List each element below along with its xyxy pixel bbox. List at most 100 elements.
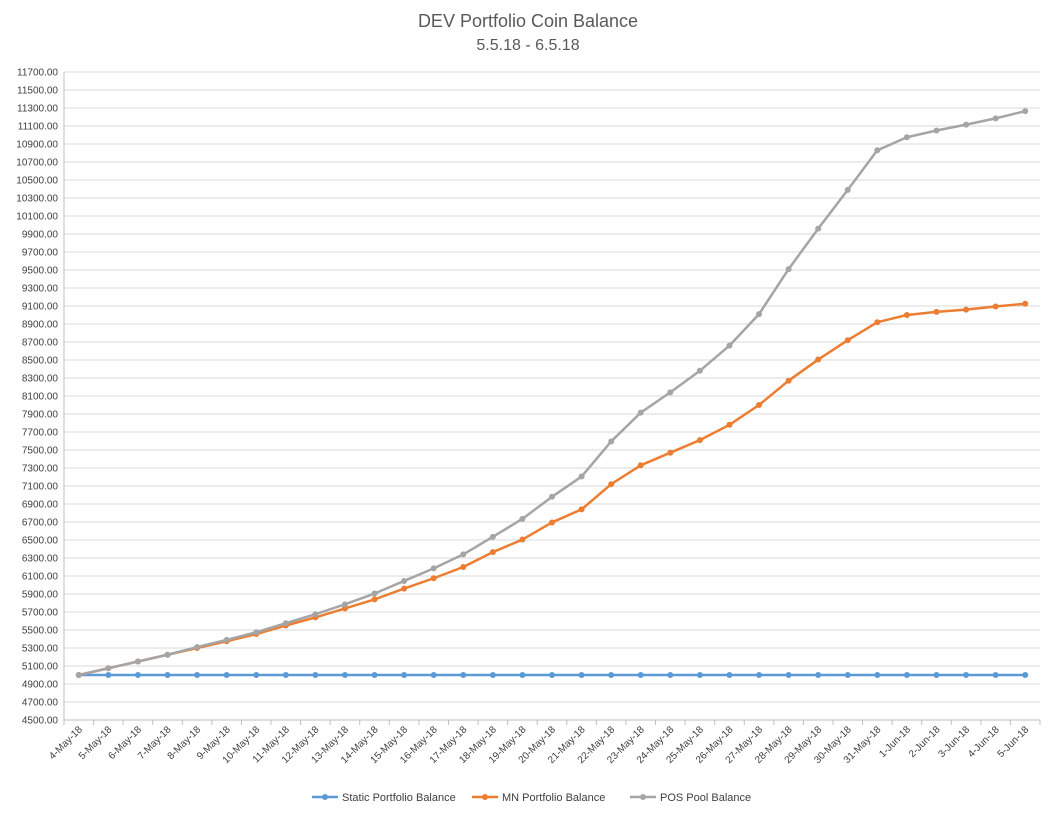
data-point (194, 672, 201, 678)
legend-swatch-marker (640, 794, 646, 800)
y-tick-label: 9300.00 (22, 284, 59, 295)
data-point (874, 147, 881, 154)
data-point (460, 564, 467, 570)
data-point (578, 473, 585, 480)
y-axis-tick-labels: 4500.00 4700.00 4900.00 5100.00 5300.00 5500.… (16, 68, 58, 727)
data-point (874, 319, 881, 326)
data-point (519, 515, 526, 522)
series (75, 108, 1029, 678)
data-point (815, 225, 822, 232)
data-point (992, 672, 999, 678)
data-point (253, 672, 260, 678)
data-point (992, 303, 999, 310)
data-point (903, 672, 910, 678)
series-2 (75, 108, 1029, 678)
legend-swatch-marker (322, 794, 328, 800)
data-point (785, 377, 792, 384)
data-point (637, 672, 644, 678)
data-point (578, 506, 585, 513)
y-tick-label: 4500.00 (22, 716, 59, 727)
y-tick-label: 10500.00 (16, 176, 58, 187)
data-point (696, 437, 703, 444)
series-1 (75, 300, 1029, 678)
data-point (105, 665, 112, 672)
data-point (963, 306, 970, 313)
data-point (608, 672, 615, 678)
y-tick-label: 6300.00 (22, 554, 59, 565)
y-tick-label: 11100.00 (18, 122, 59, 133)
data-point (963, 672, 970, 678)
y-tick-label: 7500.00 (22, 446, 59, 457)
data-point (430, 565, 437, 572)
legend-item: MN Portfolio Balance (472, 792, 605, 804)
data-point (756, 311, 763, 318)
data-point (667, 389, 674, 396)
data-point (815, 356, 822, 363)
y-tick-label: 8500.00 (22, 356, 59, 367)
legend-label: Static Portfolio Balance (342, 792, 456, 804)
data-point (992, 115, 999, 122)
y-tick-label: 9500.00 (22, 266, 59, 277)
x-axis-tick-labels: 4-May-185-May-186-May-187-May-188-May-18… (47, 724, 1031, 766)
data-point (667, 449, 674, 456)
y-tick-label: 10300.00 (16, 194, 58, 205)
data-point (164, 672, 171, 678)
data-point (134, 672, 141, 678)
data-point (371, 590, 378, 597)
data-point (194, 644, 201, 651)
data-point (903, 312, 910, 318)
data-point (756, 672, 763, 678)
data-point (874, 672, 881, 678)
data-point (401, 577, 408, 584)
data-point (341, 672, 348, 678)
y-tick-label: 7700.00 (22, 428, 59, 439)
data-point (667, 672, 674, 678)
legend-label: MN Portfolio Balance (502, 792, 605, 804)
y-tick-label: 6900.00 (22, 500, 59, 511)
y-tick-label: 8900.00 (22, 320, 59, 331)
y-tick-label: 9700.00 (22, 248, 59, 259)
y-tick-label: 11700.00 (17, 68, 58, 79)
y-tick-label: 6500.00 (22, 536, 59, 547)
x-tick-label: 5-Jun-18 (996, 724, 1032, 760)
data-point (223, 672, 230, 678)
y-tick-label: 6700.00 (22, 518, 59, 529)
data-point (785, 266, 792, 273)
y-tick-label: 10100.00 (16, 212, 58, 223)
chart-title: DEV Portfolio Coin Balance (418, 11, 638, 31)
y-tick-label: 4700.00 (22, 698, 59, 709)
data-point (75, 672, 82, 678)
data-point (312, 672, 319, 678)
data-point (549, 519, 555, 526)
data-point (489, 672, 496, 678)
data-point (696, 672, 703, 678)
y-tick-label: 5300.00 (22, 644, 59, 655)
data-point (844, 186, 851, 193)
data-point (756, 402, 763, 408)
legend-label: POS Pool Balance (660, 792, 751, 804)
data-point (460, 551, 467, 558)
data-point (578, 672, 585, 678)
legend-item: POS Pool Balance (630, 792, 751, 804)
series-line (77, 109, 1027, 677)
data-point (696, 367, 703, 374)
series-line (77, 302, 1027, 677)
data-point (549, 493, 555, 500)
y-tick-label: 8100.00 (22, 392, 59, 403)
y-tick-label: 5900.00 (22, 590, 59, 601)
data-point (1022, 108, 1029, 115)
data-point (312, 611, 319, 618)
data-point (963, 121, 970, 128)
y-tick-label: 6100.00 (22, 572, 59, 583)
data-point (1022, 300, 1029, 307)
data-point (282, 620, 289, 627)
y-tick-label: 9100.00 (22, 302, 59, 313)
data-point (608, 438, 615, 445)
y-tick-label: 5100.00 (22, 662, 59, 673)
data-point (903, 134, 910, 141)
data-point (164, 651, 171, 658)
data-point (401, 672, 408, 678)
data-point (430, 575, 437, 582)
series-0 (75, 672, 1029, 678)
